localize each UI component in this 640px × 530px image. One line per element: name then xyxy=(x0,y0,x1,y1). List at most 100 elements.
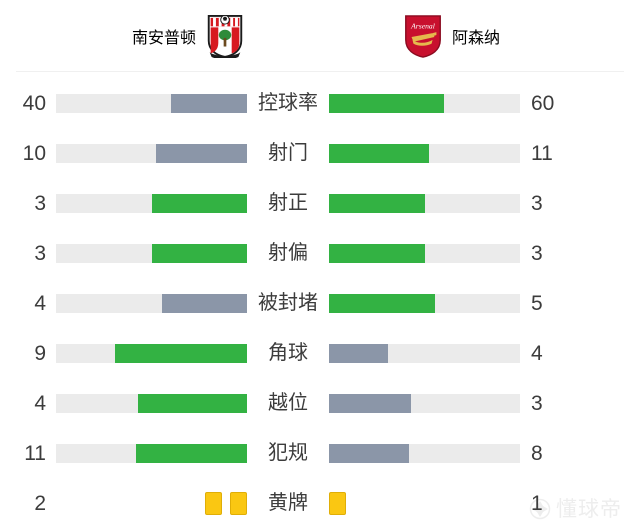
home-value: 4 xyxy=(34,291,46,315)
home-value: 9 xyxy=(34,341,46,365)
away-bar-fill xyxy=(329,93,444,113)
home-value: 3 xyxy=(34,191,46,215)
away-bar xyxy=(329,491,520,515)
home-bar xyxy=(56,193,247,213)
stat-label: 角球 xyxy=(268,342,308,364)
away-bar-track xyxy=(329,443,520,463)
away-value: 11 xyxy=(531,141,553,165)
away-bar-fill xyxy=(329,293,436,313)
home-bar-fill xyxy=(162,293,247,313)
home-bar xyxy=(56,243,247,263)
away-bar-fill xyxy=(329,343,388,363)
header-divider xyxy=(16,71,624,72)
away-team: Arsenal 阿森纳 xyxy=(320,14,575,58)
away-value: 3 xyxy=(531,191,543,215)
away-bar-track xyxy=(329,393,520,413)
home-bar-fill xyxy=(156,143,247,163)
stat-label: 射偏 xyxy=(268,242,308,264)
away-value: 8 xyxy=(531,441,543,465)
home-value: 40 xyxy=(22,91,46,115)
away-value: 1 xyxy=(531,491,543,515)
away-bar-fill xyxy=(329,443,410,463)
home-bar xyxy=(56,343,247,363)
stat-row: 11 犯规 8 xyxy=(0,428,640,478)
away-bar xyxy=(329,443,520,463)
home-value: 11 xyxy=(24,441,46,465)
home-bar-track xyxy=(56,393,247,413)
home-bar-fill xyxy=(114,343,247,363)
home-team: 南安普顿 xyxy=(65,14,320,58)
stat-label: 射门 xyxy=(268,142,308,164)
stats-list: 40 控球率 60 10 射门 11 3 射正 3 3 射偏 3 4 被封堵 5 9 角球 4 4 越位 3 11 犯规 8 2… xyxy=(0,72,640,528)
stat-row: 3 射偏 3 xyxy=(0,228,640,278)
home-bar xyxy=(56,393,247,413)
away-value: 3 xyxy=(531,391,543,415)
home-card-group xyxy=(56,491,247,515)
away-bar-fill xyxy=(329,193,425,213)
away-bar-track xyxy=(329,93,520,113)
home-value: 10 xyxy=(22,141,46,165)
away-value: 5 xyxy=(531,291,543,315)
away-bar-track xyxy=(329,243,520,263)
stat-row: 40 控球率 60 xyxy=(0,78,640,128)
home-bar xyxy=(56,443,247,463)
home-bar-fill xyxy=(151,243,247,263)
away-bar-track xyxy=(329,143,520,163)
home-bar-fill xyxy=(136,443,247,463)
stat-label: 犯规 xyxy=(268,442,308,464)
home-bar-fill xyxy=(151,193,247,213)
away-bar xyxy=(329,243,520,263)
stat-label: 越位 xyxy=(268,392,308,414)
stat-row: 2 黄牌 1 xyxy=(0,478,640,528)
yellow-card-icon xyxy=(230,491,247,515)
arsenal-crest-icon: Arsenal xyxy=(405,15,441,58)
home-bar-fill xyxy=(170,93,247,113)
away-bar xyxy=(329,143,520,163)
away-value: 3 xyxy=(531,241,543,265)
away-bar xyxy=(329,293,520,313)
away-bar-fill xyxy=(329,143,430,163)
stat-label: 控球率 xyxy=(258,92,318,114)
match-header: 南安普顿 Arsenal xyxy=(0,0,640,72)
away-bar-fill xyxy=(329,243,425,263)
stat-row: 4 被封堵 5 xyxy=(0,278,640,328)
home-bar-track xyxy=(56,143,247,163)
home-value: 2 xyxy=(34,491,46,515)
away-bar-track xyxy=(329,193,520,213)
home-bar-fill xyxy=(137,393,247,413)
away-bar-fill xyxy=(329,393,411,413)
home-value: 3 xyxy=(34,241,46,265)
home-bar-track xyxy=(56,443,247,463)
home-bar-track xyxy=(56,93,247,113)
stat-row: 4 越位 3 xyxy=(0,378,640,428)
away-value: 60 xyxy=(531,91,555,115)
home-bar xyxy=(56,93,247,113)
yellow-card-icon xyxy=(205,491,222,515)
home-bar-track xyxy=(56,243,247,263)
home-team-name: 南安普顿 xyxy=(131,30,196,47)
away-bar-track xyxy=(329,293,520,313)
home-bar-track xyxy=(56,293,247,313)
away-team-name: 阿森纳 xyxy=(451,30,500,47)
away-bar xyxy=(329,393,520,413)
away-bar-track xyxy=(329,343,520,363)
stat-label: 黄牌 xyxy=(268,492,308,514)
stat-row: 10 射门 11 xyxy=(0,128,640,178)
home-bar xyxy=(56,293,247,313)
stat-row: 9 角球 4 xyxy=(0,328,640,378)
home-value: 4 xyxy=(34,391,46,415)
home-bar-track xyxy=(56,343,247,363)
stat-row: 3 射正 3 xyxy=(0,178,640,228)
stat-label: 射正 xyxy=(268,192,308,214)
stat-label: 被封堵 xyxy=(258,292,318,314)
away-bar xyxy=(329,193,520,213)
away-bar xyxy=(329,93,520,113)
home-bar xyxy=(56,143,247,163)
svg-text:Arsenal: Arsenal xyxy=(410,21,435,30)
southampton-crest-icon xyxy=(207,14,243,58)
home-bar xyxy=(56,491,247,515)
home-bar-track xyxy=(56,193,247,213)
away-value: 4 xyxy=(531,341,543,365)
yellow-card-icon xyxy=(329,491,346,515)
